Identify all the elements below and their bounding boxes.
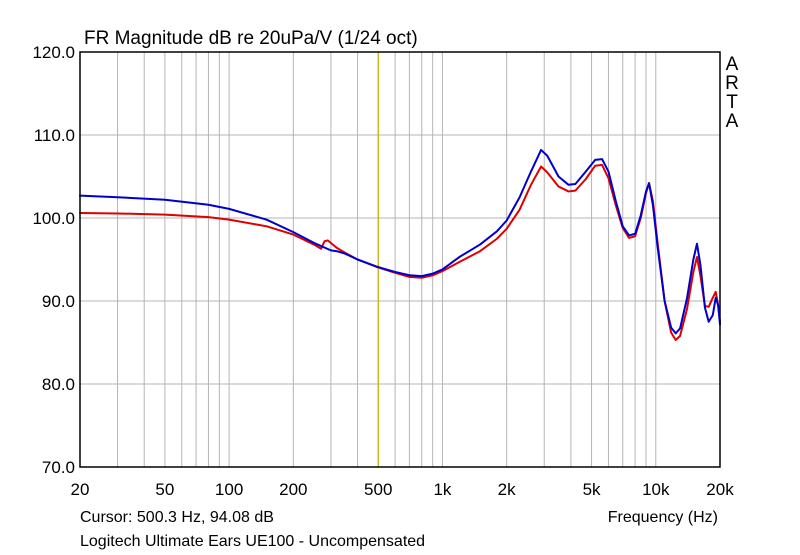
y-tick-labels: 120.0 110.0 100.0 90.0 80.0 70.0: [32, 43, 75, 477]
cursor-readout: Cursor: 500.3 Hz, 94.08 dB: [80, 509, 274, 526]
y-tick-label: 120.0: [32, 43, 75, 62]
series-line-2: [79, 148, 721, 335]
x-tick-label: 20: [71, 480, 90, 499]
grid-lines: [80, 52, 720, 467]
x-tick-label: 2k: [498, 480, 516, 499]
caption: Logitech Ultimate Ears UE100 - Uncompens…: [80, 533, 425, 550]
y-tick-label: 90.0: [42, 292, 75, 311]
x-axis-label: Frequency (Hz): [608, 509, 718, 526]
arta-letter: T: [726, 92, 738, 113]
x-tick-labels: 20 50 100 200 500 1k 2k 5k 10k 20k: [71, 480, 735, 499]
y-tick-label: 100.0: [32, 209, 75, 228]
series-line-1: [79, 163, 721, 342]
arta-letter: R: [725, 73, 739, 94]
x-tick-label: 100: [215, 480, 243, 499]
chart-title: FR Magnitude dB re 20uPa/V (1/24 oct): [84, 28, 418, 49]
y-tick-label: 70.0: [42, 458, 75, 477]
plot-frame: [79, 51, 721, 468]
x-tick-label: 1k: [433, 480, 451, 499]
arta-letter: A: [726, 111, 739, 132]
x-tick-label: 5k: [583, 480, 601, 499]
x-tick-label: 200: [279, 480, 307, 499]
y-tick-label: 80.0: [42, 375, 75, 394]
arta-letter: A: [726, 54, 739, 75]
x-tick-label: 500: [364, 480, 392, 499]
series-group: [79, 148, 721, 342]
x-tick-label: 10k: [642, 480, 670, 499]
x-tick-label: 20k: [706, 480, 734, 499]
y-tick-label: 110.0: [34, 126, 75, 145]
x-tick-label: 50: [155, 480, 174, 499]
